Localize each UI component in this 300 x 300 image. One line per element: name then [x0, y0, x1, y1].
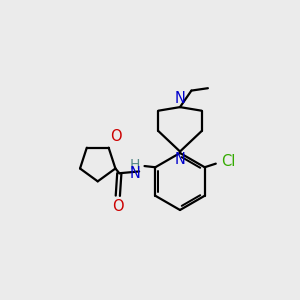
Text: Cl: Cl: [221, 154, 236, 169]
Text: H: H: [130, 158, 140, 172]
Text: O: O: [110, 129, 122, 144]
Text: N: N: [175, 91, 185, 106]
Text: N: N: [175, 152, 185, 167]
Text: N: N: [129, 166, 140, 181]
Text: O: O: [112, 199, 124, 214]
